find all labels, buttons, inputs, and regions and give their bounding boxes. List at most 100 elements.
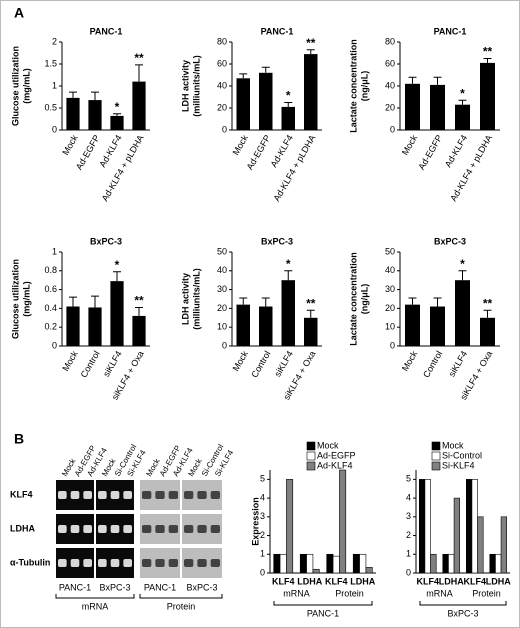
significance: * bbox=[286, 257, 291, 271]
bar bbox=[304, 317, 318, 346]
y-axis-label: (mg/mL) bbox=[21, 281, 31, 317]
blot-band bbox=[155, 525, 165, 533]
y-tick-label: 0 bbox=[260, 567, 265, 577]
y-axis-label: (mg/mL) bbox=[21, 68, 31, 104]
bar bbox=[455, 104, 470, 130]
y-axis-label: Lactate concentration bbox=[348, 252, 358, 346]
error-bar bbox=[113, 271, 121, 282]
significance: ** bbox=[134, 51, 144, 65]
legend-swatch bbox=[431, 441, 441, 451]
x-tick-label: LDHA bbox=[486, 576, 511, 586]
y-tick-label: 80 bbox=[217, 36, 227, 46]
significance: * bbox=[115, 258, 120, 272]
bar bbox=[110, 115, 124, 130]
y-tick-label: 1 bbox=[406, 549, 411, 559]
y-tick-label: 5 bbox=[406, 474, 411, 484]
bar bbox=[304, 54, 318, 130]
bar bbox=[281, 106, 295, 130]
y-tick-label: 50 bbox=[217, 246, 227, 256]
bar bbox=[480, 317, 495, 346]
y-tick-label: 0.5 bbox=[44, 102, 57, 112]
y-axis-label: LDH activity bbox=[180, 60, 190, 112]
group-label: mRNA bbox=[426, 588, 453, 598]
blot-row-label: KLF4 bbox=[10, 489, 33, 499]
x-tick-label: KLF4 bbox=[417, 576, 440, 586]
bar bbox=[471, 479, 478, 574]
blot-band bbox=[83, 491, 92, 499]
error-bar bbox=[284, 102, 293, 107]
blot-band bbox=[184, 491, 194, 499]
bar bbox=[448, 553, 455, 574]
bar bbox=[110, 281, 124, 346]
blot-row-label: LDHA bbox=[10, 523, 35, 533]
bar bbox=[259, 72, 273, 130]
y-axis-label: (ng/μL) bbox=[359, 71, 369, 102]
error-bar bbox=[458, 270, 467, 281]
blot-band bbox=[168, 525, 178, 533]
cell-line-label: PANC-1 bbox=[144, 582, 176, 592]
blot-band bbox=[123, 491, 132, 499]
bar bbox=[66, 306, 80, 346]
bar bbox=[88, 307, 102, 346]
error-bar bbox=[306, 309, 315, 318]
legend-swatch bbox=[306, 461, 316, 471]
y-axis-label: LDH activity bbox=[180, 273, 190, 325]
group-label: Protein bbox=[335, 588, 364, 598]
bar bbox=[430, 553, 437, 574]
error-bar bbox=[135, 64, 143, 82]
blot-band bbox=[58, 525, 67, 533]
y-tick-label: 10 bbox=[385, 322, 395, 332]
significance: ** bbox=[134, 294, 144, 308]
blot-band bbox=[155, 491, 165, 499]
panel-label: A bbox=[14, 5, 24, 21]
blot-band bbox=[110, 525, 120, 533]
group-label: Protein bbox=[472, 588, 501, 598]
bar bbox=[477, 516, 484, 574]
y-axis-label: Glucose utilization bbox=[10, 46, 20, 126]
blot-band bbox=[197, 559, 207, 567]
blot-band bbox=[70, 559, 80, 567]
bar bbox=[279, 553, 287, 574]
bar bbox=[500, 516, 508, 574]
blot-band bbox=[123, 559, 132, 567]
error-bar bbox=[306, 49, 315, 55]
bracket bbox=[139, 594, 223, 599]
y-tick-label: 30 bbox=[385, 284, 395, 294]
bar bbox=[281, 280, 295, 346]
error-bar bbox=[284, 270, 293, 281]
error-bar bbox=[408, 76, 417, 84]
y-tick-label: 10 bbox=[217, 322, 227, 332]
y-tick-label: 3 bbox=[260, 511, 265, 521]
error-bar bbox=[113, 113, 121, 116]
error-bar bbox=[483, 309, 492, 318]
y-tick-label: 20 bbox=[385, 102, 395, 112]
bar bbox=[236, 304, 250, 346]
blot-row-label: α-Tubulin bbox=[10, 557, 50, 567]
chart-title: PANC-1 bbox=[90, 26, 123, 36]
group-title: PANC-1 bbox=[307, 608, 339, 618]
bar bbox=[365, 567, 373, 574]
blot-band bbox=[83, 559, 92, 567]
y-tick-label: 0.4 bbox=[44, 303, 57, 313]
y-tick-label: 30 bbox=[217, 284, 227, 294]
chart-title: PANC-1 bbox=[261, 26, 294, 36]
bracket bbox=[273, 601, 373, 606]
blot-band bbox=[142, 491, 152, 499]
y-tick-label: 20 bbox=[385, 303, 395, 313]
y-tick-label: 0.6 bbox=[44, 284, 57, 294]
y-axis-label: Expression bbox=[250, 497, 260, 546]
error-bar bbox=[433, 76, 442, 85]
y-tick-label: 5 bbox=[260, 474, 265, 484]
blot-band bbox=[184, 525, 194, 533]
error-bar bbox=[433, 297, 442, 307]
blot-band bbox=[168, 559, 178, 567]
legend-swatch bbox=[306, 451, 316, 461]
blot-band bbox=[110, 559, 120, 567]
bar bbox=[465, 479, 473, 574]
bar bbox=[442, 553, 449, 574]
group-title: BxPC-3 bbox=[447, 608, 478, 618]
chart-title: BxPC-3 bbox=[261, 236, 293, 246]
bar bbox=[480, 62, 495, 130]
y-axis-label: (milliunits/mL) bbox=[191, 268, 201, 330]
y-tick-label: 0.2 bbox=[44, 322, 57, 332]
